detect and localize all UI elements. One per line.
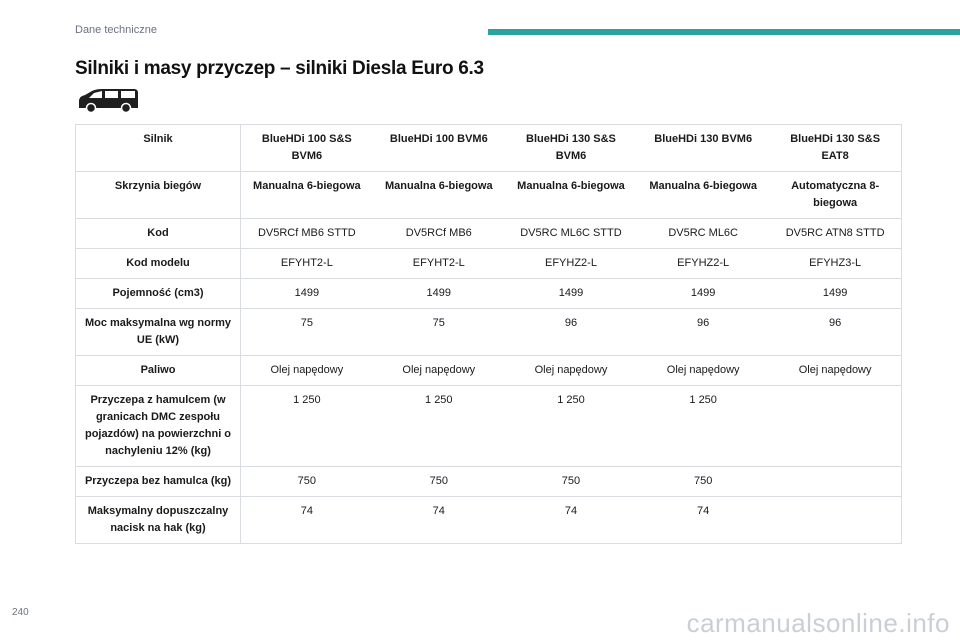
row-label: Moc maksymalna wg normy UE (kW): [75, 308, 241, 356]
table-cell: 1499: [769, 278, 902, 309]
table-cell: 750: [637, 466, 770, 497]
row-label: Przyczepa bez hamulca (kg): [75, 466, 241, 497]
row-label: Przyczepa z hamulcem (w granicach DMC ze…: [75, 385, 241, 467]
table-cell: 74: [637, 496, 770, 544]
table-cell: EFYHZ2-L: [637, 248, 770, 279]
table-cell: Olej napędowy: [637, 355, 770, 386]
row-label: Kod modelu: [75, 248, 241, 279]
table-cell: 1 250: [372, 385, 505, 467]
table-cell: 74: [372, 496, 505, 544]
table-cell: 750: [372, 466, 505, 497]
table-cell: Manualna 6-biegowa: [372, 171, 505, 219]
table-cell: 1499: [504, 278, 638, 309]
table-cell: Olej napędowy: [240, 355, 373, 386]
table-cell: Automatyczna 8-biegowa: [769, 171, 902, 219]
table-cell: [769, 466, 902, 497]
table-cell: 96: [637, 308, 770, 356]
table-cell: 96: [504, 308, 638, 356]
table-cell: BlueHDi 130 S&S EAT8: [769, 124, 902, 172]
row-label: Skrzynia biegów: [75, 171, 241, 219]
table-cell: 1 250: [637, 385, 770, 467]
row-label: Kod: [75, 218, 241, 249]
table-cell: Manualna 6-biegowa: [504, 171, 638, 219]
table-row: Pojemność (cm3) 1499 1499 1499 1499 1499: [75, 278, 902, 309]
table-cell: 75: [372, 308, 505, 356]
row-label: Pojemność (cm3): [75, 278, 241, 309]
table-cell: DV5RC ATN8 STTD: [769, 218, 902, 249]
table-cell: 74: [240, 496, 373, 544]
table-cell: 1 250: [240, 385, 373, 467]
table-cell: Olej napędowy: [769, 355, 902, 386]
table-cell: BlueHDi 130 S&S BVM6: [504, 124, 638, 172]
table-row: Przyczepa z hamulcem (w granicach DMC ze…: [75, 385, 902, 467]
table-cell: 750: [504, 466, 638, 497]
table-cell: DV5RCf MB6 STTD: [240, 218, 373, 249]
table-cell: EFYHZ2-L: [504, 248, 638, 279]
section-accent-bar: [488, 29, 960, 35]
table-cell: 1 250: [504, 385, 638, 467]
table-cell: BlueHDi 100 S&S BVM6: [240, 124, 373, 172]
table-cell: BlueHDi 130 BVM6: [637, 124, 770, 172]
table-cell: DV5RC ML6C STTD: [504, 218, 638, 249]
engine-spec-table: Silnik BlueHDi 100 S&S BVM6 BlueHDi 100 BV…: [75, 124, 902, 544]
table-cell: Manualna 6-biegowa: [637, 171, 770, 219]
table-row: Kod DV5RCf MB6 STTD DV5RCf MB6 DV5RC ML6C S…: [75, 218, 902, 249]
table-cell: EFYHT2-L: [240, 248, 373, 279]
table-cell: [769, 385, 902, 467]
table-cell: Olej napędowy: [504, 355, 638, 386]
table-row: Moc maksymalna wg normy UE (kW) 75 75 96 96 9…: [75, 308, 902, 356]
table-cell: 1499: [372, 278, 505, 309]
table-cell: EFYHT2-L: [372, 248, 505, 279]
table-row: Przyczepa bez hamulca (kg) 750 750 750 750: [75, 466, 902, 497]
table-cell: 96: [769, 308, 902, 356]
page-title: Silniki i masy przyczep – silniki Diesla…: [75, 58, 484, 79]
row-label: Paliwo: [75, 355, 241, 386]
table-cell: 1499: [240, 278, 373, 309]
table-row: Paliwo Olej napędowy Olej napędowy Olej nap…: [75, 355, 902, 386]
table-row: Kod modelu EFYHT2-L EFYHT2-L EFYHZ2-L EFYHZ2…: [75, 248, 902, 279]
van-icon: [79, 89, 138, 114]
table-cell: Manualna 6-biegowa: [240, 171, 373, 219]
table-row: Maksymalny dopuszczalny nacisk na hak (k…: [75, 496, 902, 544]
section-label: Dane techniczne: [75, 24, 157, 36]
watermark: carmanualsonline.info: [686, 608, 950, 638]
table-row: Silnik BlueHDi 100 S&S BVM6 BlueHDi 100 BV…: [75, 124, 902, 172]
table-cell: 75: [240, 308, 373, 356]
table-cell: DV5RC ML6C: [637, 218, 770, 249]
row-label: Maksymalny dopuszczalny nacisk na hak (k…: [75, 496, 241, 544]
page-number: 240: [12, 607, 29, 618]
row-label: Silnik: [75, 124, 241, 172]
table-cell: DV5RCf MB6: [372, 218, 505, 249]
table-cell: Olej napędowy: [372, 355, 505, 386]
table-cell: 74: [504, 496, 638, 544]
table-cell: [769, 496, 902, 544]
table-cell: 1499: [637, 278, 770, 309]
table-row: Skrzynia biegów Manualna 6-biegowa Manualn…: [75, 171, 902, 219]
table-cell: BlueHDi 100 BVM6: [372, 124, 505, 172]
table-cell: EFYHZ3-L: [769, 248, 902, 279]
table-cell: 750: [240, 466, 373, 497]
